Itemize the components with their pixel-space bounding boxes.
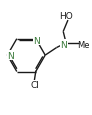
- Text: N: N: [60, 40, 67, 49]
- Text: N: N: [33, 37, 40, 46]
- Text: N: N: [8, 51, 14, 60]
- Text: Cl: Cl: [30, 80, 39, 89]
- Text: HO: HO: [59, 12, 73, 21]
- Text: Me: Me: [77, 40, 90, 49]
